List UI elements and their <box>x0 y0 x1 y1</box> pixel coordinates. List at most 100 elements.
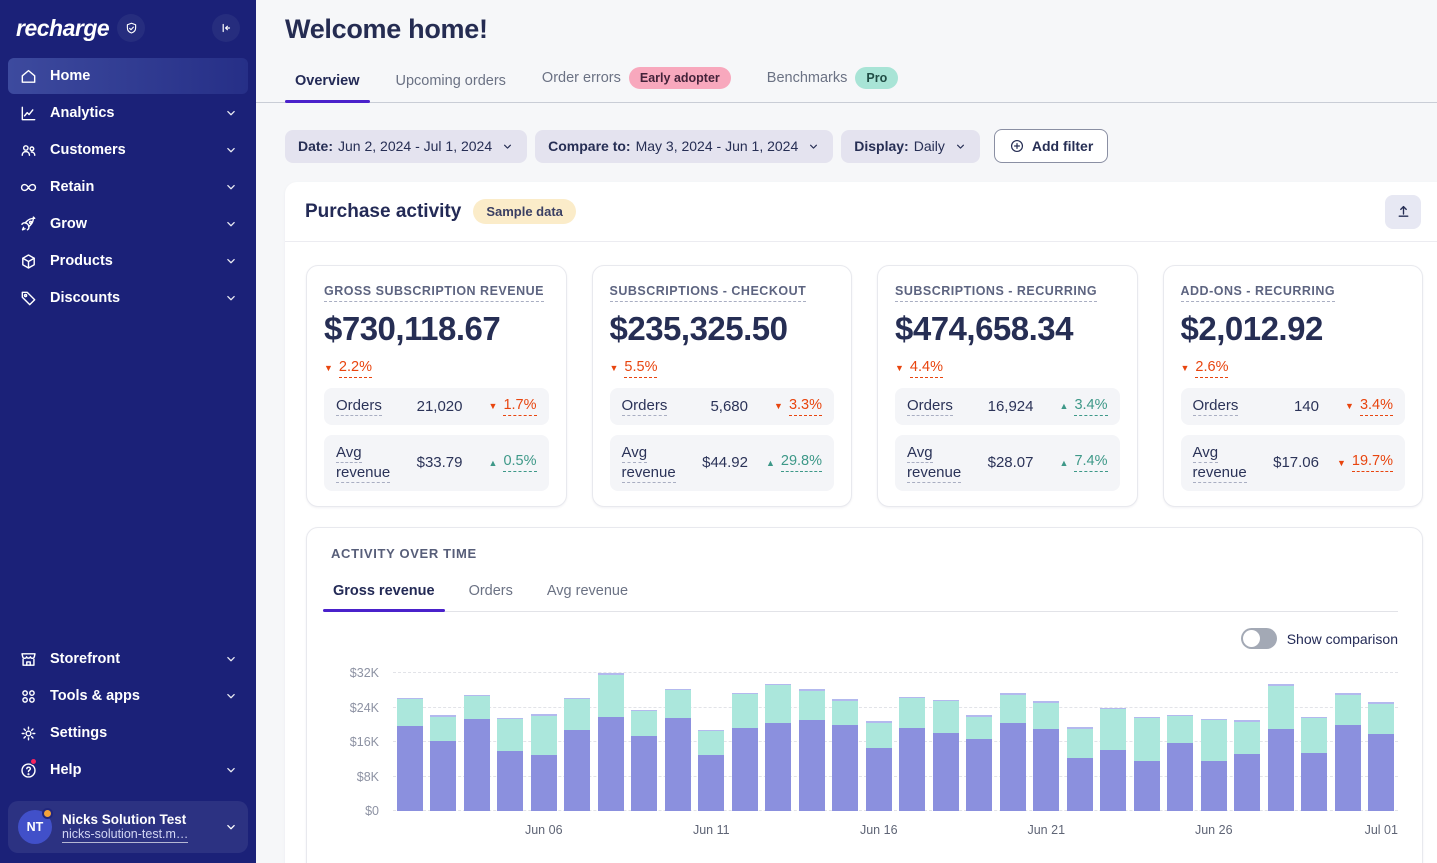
bar-segment-subscriptions-checkout <box>899 698 926 728</box>
account-name: Nicks Solution Test <box>62 811 187 827</box>
chart-tab-gross-revenue[interactable]: Gross revenue <box>323 583 445 612</box>
bar-segment-subscriptions-checkout <box>865 722 892 749</box>
tools-apps-icon <box>18 686 38 706</box>
chart-bar[interactable] <box>463 694 490 811</box>
tab-upcoming-orders[interactable]: Upcoming orders <box>394 63 508 102</box>
arrow-down-icon <box>1345 401 1354 411</box>
chart-bar[interactable] <box>1301 716 1328 811</box>
sidebar-item-help[interactable]: Help <box>8 752 248 788</box>
chart-bar-slot: Jun 26 <box>1195 659 1233 837</box>
chart-bar[interactable] <box>597 673 624 811</box>
arrow-down-icon <box>1181 363 1190 373</box>
chart-bars: Jun 06 Jun 11 Jun 16 Jun 21 Jun 26 Jul 01 <box>393 659 1398 837</box>
avatar-initials: NT <box>18 810 52 844</box>
chart-bar[interactable] <box>664 688 691 811</box>
chart-bar[interactable] <box>530 714 557 811</box>
chart-bar[interactable] <box>798 689 825 811</box>
sidebar-item-grow[interactable]: Grow <box>8 206 248 242</box>
sidebar-item-label: Tools & apps <box>50 688 140 704</box>
chart-bar[interactable] <box>765 683 792 811</box>
bar-segment-add-ons-recurring <box>497 717 524 720</box>
sidebar-item-home[interactable]: Home <box>8 58 248 94</box>
chart-bar-slot <box>1130 659 1164 811</box>
main-content: Welcome home! Overview Upcoming orders Ord… <box>256 0 1437 863</box>
bar-segment-subscriptions-checkout <box>832 700 859 726</box>
chart-bar[interactable] <box>698 729 725 811</box>
bar-segment-subscriptions-checkout <box>530 715 557 755</box>
chart-bar[interactable] <box>966 715 993 811</box>
chart-tab-orders[interactable]: Orders <box>467 583 515 611</box>
tab-overview[interactable]: Overview <box>285 63 369 103</box>
bar-segment-subscriptions-checkout <box>1234 721 1261 754</box>
chart-bar[interactable] <box>1100 707 1127 811</box>
metric-card-label: GROSS SUBSCRIPTION REVENUE <box>324 284 544 302</box>
export-button[interactable] <box>1385 194 1421 229</box>
arrow-down-icon <box>1337 458 1346 468</box>
chevron-down-icon <box>224 820 238 834</box>
metric-sub-row: Orders 16,924 3.4% <box>895 387 1120 425</box>
bar-segment-subscriptions-checkout <box>1033 702 1060 730</box>
arrow-down-icon <box>324 363 333 373</box>
chart-bar[interactable] <box>430 715 457 811</box>
display-filter-dropdown[interactable]: Display: Daily <box>841 129 980 163</box>
chart-bar[interactable] <box>631 710 658 811</box>
chart-bar[interactable] <box>865 721 892 811</box>
sidebar-item-retain[interactable]: Retain <box>8 169 248 205</box>
chart-bar[interactable] <box>1200 719 1227 811</box>
chart-bar[interactable] <box>1267 684 1294 811</box>
x-axis-tick-label: Jul 01 <box>1364 823 1398 837</box>
sidebar-item-customers[interactable]: Customers <box>8 132 248 168</box>
chart-bar[interactable] <box>1167 714 1194 811</box>
chart-bar[interactable] <box>1334 693 1361 811</box>
metric-sub-row: Avg revenue $33.79 0.5% <box>324 434 549 491</box>
bar-segment-subscriptions-recurring <box>1334 725 1361 811</box>
sidebar-collapse-button[interactable] <box>212 14 240 42</box>
date-filter-dropdown[interactable]: Date: Jun 2, 2024 - Jul 1, 2024 <box>285 129 528 163</box>
tab-benchmarks[interactable]: Benchmarks Pro <box>765 57 900 102</box>
bar-segment-add-ons-recurring <box>597 673 624 675</box>
delta-value: 29.8% <box>780 453 822 473</box>
arrow-up-icon <box>1060 401 1069 411</box>
chart-bar-slot <box>494 659 528 811</box>
metric-sub-value: 140 <box>1293 397 1319 415</box>
add-filter-button[interactable]: Add filter <box>993 129 1109 163</box>
bar-segment-add-ons-recurring <box>832 699 859 701</box>
chart-bar[interactable] <box>1133 716 1160 811</box>
chart-bar[interactable] <box>999 693 1026 811</box>
sidebar-item-settings[interactable]: Settings <box>8 715 248 751</box>
activity-over-time-title: ACTIVITY OVER TIME <box>331 546 477 561</box>
chart-bar[interactable] <box>1033 701 1060 811</box>
x-axis-tick-label: Jun 16 <box>859 823 898 837</box>
sidebar-item-analytics[interactable]: Analytics <box>8 95 248 131</box>
account-domain-link[interactable]: nicks-solution-test.m… <box>62 826 189 843</box>
chart-bar[interactable] <box>1368 702 1395 811</box>
metric-card: SUBSCRIPTIONS - CHECKOUT $235,325.50 5.5% O… <box>591 265 852 507</box>
sidebar-item-discounts[interactable]: Discounts <box>8 280 248 316</box>
chart-bar[interactable] <box>396 697 423 811</box>
bar-segment-add-ons-recurring <box>463 694 490 696</box>
metric-sub-value: 5,680 <box>710 397 748 415</box>
compare-filter-dropdown[interactable]: Compare to: May 3, 2024 - Jun 1, 2024 <box>535 129 834 163</box>
show-comparison-toggle[interactable] <box>1240 628 1277 649</box>
chart-bar[interactable] <box>899 697 926 811</box>
chart-bar[interactable] <box>731 692 758 811</box>
bar-segment-subscriptions-checkout <box>999 694 1026 724</box>
sidebar-item-tools-apps[interactable]: Tools & apps <box>8 678 248 714</box>
bar-segment-subscriptions-checkout <box>664 689 691 719</box>
sidebar-item-products[interactable]: Products <box>8 243 248 279</box>
sidebar-item-storefront[interactable]: Storefront <box>8 641 248 677</box>
metric-card-delta: 2.6% <box>1181 359 1229 378</box>
chart-bar[interactable] <box>1234 720 1261 811</box>
tab-order-errors[interactable]: Order errors Early adopter <box>540 57 733 102</box>
chart-bar[interactable] <box>932 699 959 811</box>
bar-segment-add-ons-recurring <box>899 697 926 699</box>
chart-bar[interactable] <box>832 699 859 811</box>
sidebar-item-label: Products <box>50 253 113 269</box>
chart-bar[interactable] <box>497 717 524 811</box>
chart-bar[interactable] <box>1066 727 1093 811</box>
tab-label: Benchmarks <box>766 70 848 86</box>
chart-tab-avg-revenue[interactable]: Avg revenue <box>545 583 630 611</box>
bar-segment-subscriptions-checkout <box>765 685 792 723</box>
chart-bar[interactable] <box>564 697 591 811</box>
account-switcher[interactable]: NT Nicks Solution Test nicks-solution-te… <box>8 801 248 853</box>
